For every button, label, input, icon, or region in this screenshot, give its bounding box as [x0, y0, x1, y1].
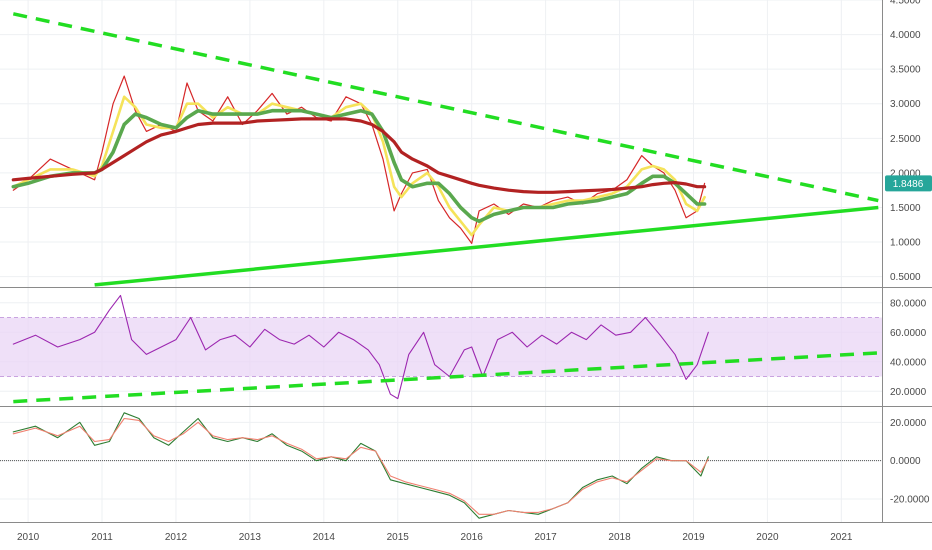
y-tick-label: 0.5000: [890, 272, 921, 283]
x-tick-label: 2015: [387, 532, 410, 543]
x-tick-label: 2010: [17, 532, 40, 543]
y-tick-label: 3.5000: [890, 65, 921, 76]
y-tick-label: 3.0000: [890, 99, 921, 110]
price-series-1[interactable]: [12, 95, 706, 237]
x-tick-label: 2021: [830, 532, 853, 543]
x-tick-label: 2019: [682, 532, 705, 543]
y-tick-label: 40.0000: [890, 357, 927, 368]
y-tick-label: 1.0000: [890, 238, 921, 249]
y-tick-label: 60.0000: [890, 328, 927, 339]
oscillator-series-1[interactable]: [12, 417, 709, 515]
y-tick-label: 2.0000: [890, 168, 921, 179]
price-panel[interactable]: [11, 12, 879, 287]
oscillator-panel[interactable]: [0, 412, 882, 519]
x-tick-label: 2016: [461, 532, 484, 543]
last-value-badge-bg: [885, 175, 932, 192]
rsi-band: [0, 317, 882, 377]
x-tick-label: 2012: [165, 532, 188, 543]
x-tick-label: 2018: [608, 532, 631, 543]
price-series-0[interactable]: [12, 75, 706, 244]
y-tick-label: 80.0000: [890, 298, 927, 309]
time-scale[interactable]: 2010 2011 2012 2013 2014 2015 2016 2017 2018 2019…: [17, 532, 853, 543]
last-value-label: 1.8486: [893, 179, 924, 190]
y-tick-label: 0.0000: [890, 456, 921, 467]
last-value-badge: 1.8486: [885, 175, 932, 192]
y-tick-label: 2.5000: [890, 134, 921, 145]
x-tick-label: 2017: [534, 532, 557, 543]
x-tick-label: 2020: [756, 532, 779, 543]
price-trendline-0[interactable]: [12, 12, 879, 203]
x-tick-label: 2011: [91, 532, 113, 543]
x-tick-label: 2014: [313, 532, 336, 543]
rsi-trendline-0[interactable]: [13, 351, 879, 404]
price-trendline-1[interactable]: [94, 205, 879, 287]
y-tick-label: 1.5000: [890, 203, 921, 214]
y-tick-label: 20.0000: [890, 418, 927, 429]
grid-layer: [0, 0, 882, 522]
y-tick-label: -20.0000: [890, 495, 930, 506]
price-scale[interactable]: 0.5000 1.0000 1.5000 2.0000 2.5000 3.0000 3.50…: [890, 0, 930, 506]
x-tick-label: 2013: [239, 532, 262, 543]
price-series-3[interactable]: [11, 117, 707, 194]
y-tick-label: 4.0000: [890, 30, 921, 41]
rsi-panel[interactable]: [0, 294, 882, 404]
price-series-2[interactable]: [11, 108, 707, 224]
y-tick-label: 20.0000: [890, 387, 927, 398]
y-tick-label: 4.5000: [890, 0, 921, 7]
